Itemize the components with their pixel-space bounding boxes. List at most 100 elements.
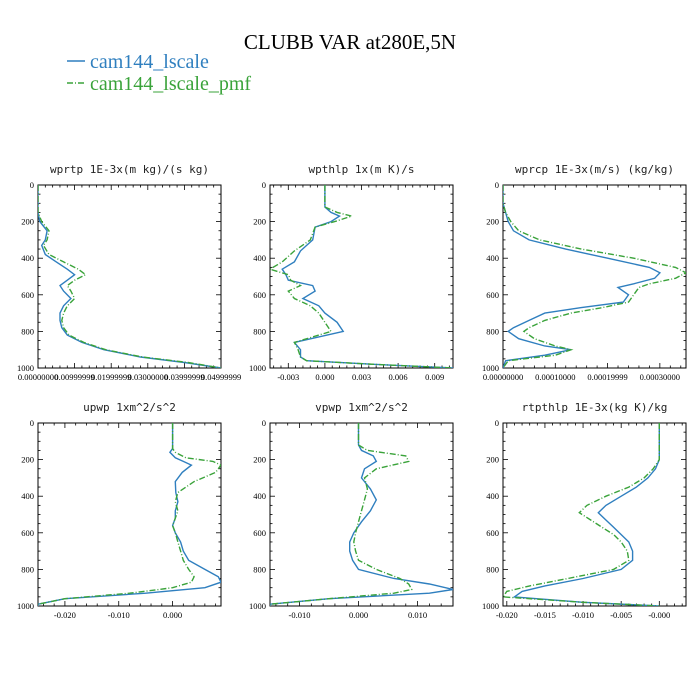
y-tick-label: 400 <box>253 253 266 263</box>
figure-title: CLUBB VAR at280E,5N <box>244 30 456 54</box>
y-tick-label: 200 <box>253 455 266 465</box>
series-line-lscale-pmf <box>38 423 221 606</box>
y-tick-label: 600 <box>253 290 266 300</box>
x-tick-label: -0.000 <box>648 610 670 620</box>
y-tick-label: 800 <box>21 564 34 574</box>
series-line-lscale-pmf <box>503 185 686 368</box>
x-tick-label: 0.000 <box>349 610 368 620</box>
series-line-lscale-pmf <box>503 423 660 606</box>
y-tick-label: 1000 <box>249 601 266 611</box>
y-tick-label: 800 <box>486 326 499 336</box>
y-tick-label: 200 <box>253 217 266 227</box>
panel-3: wprcp 1E-3x(m/s) (kg/kg) 0 200 400 600 800 100… <box>482 163 687 382</box>
y-tick-label: 400 <box>253 491 266 501</box>
y-tick-label: 400 <box>486 253 499 263</box>
series-line-lscale <box>281 185 453 368</box>
panel-6: rtpthlp 1E-3x(kg K)/kg02004006008001000-… <box>482 401 687 620</box>
series-group <box>270 185 453 368</box>
y-tick-label: 1000 <box>249 363 266 373</box>
x-tick-label: -0.015 <box>534 610 556 620</box>
x-tick-label: -0.020 <box>496 610 518 620</box>
y-tick-label: 400 <box>21 253 34 263</box>
y-tick-label: 200 <box>21 455 34 465</box>
y-tick-label: 1000 <box>482 363 499 373</box>
legend: cam144_lscale cam144_lscale_pmf <box>67 51 251 95</box>
y-tick-label: 200 <box>486 217 499 227</box>
panel-1: wprtp 1E-3x(m kg)/(s kg) 0 200 400 600 800 100… <box>17 163 241 382</box>
x-tick-label: -0.010 <box>572 610 594 620</box>
x-tick-label: 0.00019999 <box>587 372 627 382</box>
x-tick-label: 0.00999999 <box>54 372 94 382</box>
x-tick-label: 0.00010000 <box>535 372 575 382</box>
y-tick-label: 200 <box>21 217 34 227</box>
x-tick-label: 0.03999999 <box>164 372 204 382</box>
y-tick-label: 400 <box>486 491 499 501</box>
x-tick-label: -0.010 <box>289 610 311 620</box>
series-line-lscale <box>512 423 660 606</box>
panel-title: wprtp 1E-3x(m kg)/(s kg) <box>50 163 209 176</box>
y-tick-label: 800 <box>253 326 266 336</box>
y-tick-label: 800 <box>486 564 499 574</box>
legend-label-lscale: cam144_lscale <box>90 51 209 73</box>
x-tick-label: -0.020 <box>54 610 76 620</box>
y-tick-label: 0 <box>30 180 34 190</box>
y-tick-label: 800 <box>253 564 266 574</box>
series-group <box>38 423 221 606</box>
x-tick-label: 0.006 <box>389 372 408 382</box>
series-line-lscale-pmf <box>270 185 453 368</box>
x-tick-label: 0.01999999 <box>91 372 131 382</box>
series-group <box>503 423 660 606</box>
y-tick-label: 1000 <box>482 601 499 611</box>
y-tick-label: 600 <box>21 290 34 300</box>
panel-2: wpthlp 1x(m K)/s 0 200 400 600 800 1000 -0.003 0… <box>249 163 454 382</box>
panel-title: wprcp 1E-3x(m/s) (kg/kg) <box>515 163 674 176</box>
panel-frame <box>37 184 222 369</box>
panel-title: upwp 1xm^2/s^2 <box>83 401 176 414</box>
y-tick-label: 400 <box>21 491 34 501</box>
x-tick-label: 0.04999999 <box>201 372 241 382</box>
series-group <box>503 185 686 368</box>
x-tick-label: 0.03000000 <box>128 372 168 382</box>
y-tick-label: 0 <box>30 418 34 428</box>
panel-frame <box>502 422 687 607</box>
legend-label-lscale-pmf: cam144_lscale_pmf <box>90 73 251 95</box>
x-tick-label: 0.010 <box>408 610 427 620</box>
x-tick-label: -0.003 <box>277 372 299 382</box>
y-tick-label: 800 <box>21 326 34 336</box>
x-tick-label: 0.000 <box>315 372 334 382</box>
series-line-lscale-pmf <box>38 185 221 368</box>
y-tick-label: 600 <box>253 528 266 538</box>
series-line-lscale <box>270 423 453 606</box>
y-tick-label: 1000 <box>17 601 34 611</box>
panel-title: wpthlp 1x(m K)/s <box>309 163 415 176</box>
y-tick-label: 0 <box>495 180 499 190</box>
panel-5: vpwp 1xm^2/s^2 0 200 400 600 800 1000 -0.010 0.0… <box>249 401 454 620</box>
y-tick-label: 600 <box>486 290 499 300</box>
series-line-lscale <box>503 185 662 368</box>
y-tick-label: 600 <box>21 528 34 538</box>
x-tick-label: 0.00000000 <box>18 372 58 382</box>
series-group <box>38 185 221 368</box>
y-tick-label: 600 <box>486 528 499 538</box>
y-tick-label: 0 <box>262 418 266 428</box>
y-tick-label: 1000 <box>17 363 34 373</box>
series-line-lscale <box>38 423 221 606</box>
x-tick-label: 0.003 <box>352 372 371 382</box>
y-tick-label: 0 <box>262 180 266 190</box>
panel-title: rtpthlp 1E-3x(kg K)/kg <box>522 401 668 414</box>
series-line-lscale-pmf <box>270 423 413 606</box>
series-group <box>270 423 453 606</box>
x-tick-label: 0.00030000 <box>640 372 680 382</box>
y-tick-label: 0 <box>495 418 499 428</box>
x-tick-label: 0.009 <box>425 372 444 382</box>
x-tick-label: 0.000 <box>163 610 182 620</box>
series-line-lscale <box>38 185 221 368</box>
y-tick-label: 200 <box>486 455 499 465</box>
x-tick-label: 0.00000000 <box>483 372 523 382</box>
x-tick-label: -0.010 <box>108 610 130 620</box>
panel-4: upwp 1xm^2/s^2 0 200 400 600 800 1000 -0.020 -0.… <box>17 401 222 620</box>
panel-frame <box>502 184 687 369</box>
panel-frame <box>269 184 454 369</box>
x-tick-label: -0.005 <box>610 610 632 620</box>
